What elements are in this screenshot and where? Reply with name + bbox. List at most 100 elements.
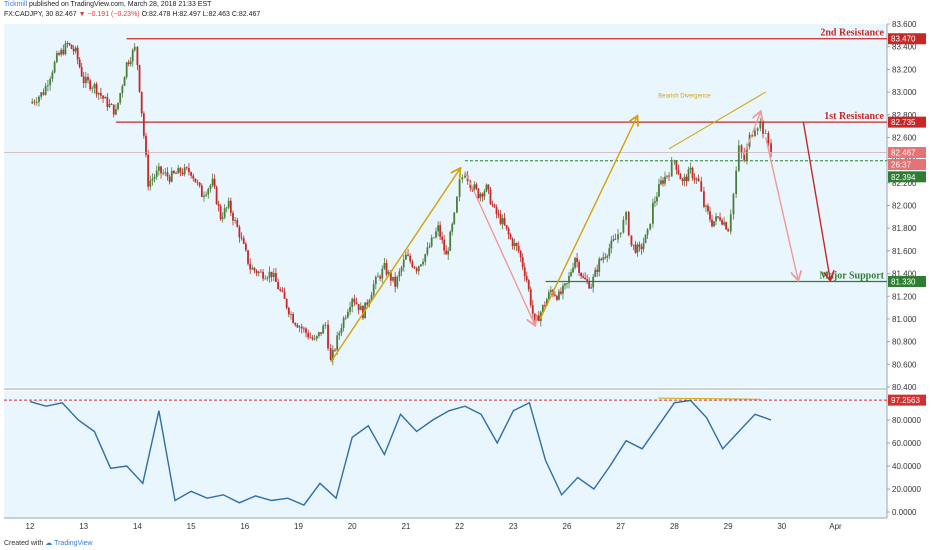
last-price-value: 82.467: [891, 149, 916, 158]
candle-body: [402, 259, 405, 268]
second-resistance-label: 2nd Resistance: [820, 28, 884, 39]
price-tick-label: 83.000: [892, 88, 917, 97]
candle-body: [614, 239, 617, 241]
first-resistance-label: 1st Resistance: [824, 111, 884, 122]
candle-body: [344, 317, 347, 319]
candle-body: [336, 335, 339, 350]
candle-body: [311, 337, 314, 340]
candle-body: [439, 225, 442, 237]
candle-body: [475, 184, 478, 189]
last-price-value-box: [888, 147, 926, 159]
candle-body: [192, 175, 195, 179]
candle-body: [481, 193, 484, 197]
candle-body: [511, 238, 514, 247]
second-resistance-value-box: [888, 33, 926, 45]
candle-body: [517, 246, 520, 251]
candle-body: [40, 92, 43, 97]
candle-body: [493, 204, 496, 207]
candle-body: [95, 83, 98, 95]
candle-body: [251, 267, 254, 270]
time-tick-label: 16: [240, 522, 249, 531]
candle-body: [727, 229, 729, 232]
candle-body: [370, 294, 373, 301]
candle-body: [566, 283, 568, 284]
candle-body: [164, 172, 167, 174]
candle-body: [417, 266, 420, 272]
candle-body: [666, 175, 668, 177]
candle-body: [570, 272, 572, 276]
time-tick-label: 29: [724, 522, 733, 531]
candle-body: [695, 178, 698, 180]
candle-body: [519, 250, 522, 258]
candle-body: [219, 206, 222, 220]
candle-body: [290, 314, 292, 315]
price-tick-label: 83.400: [892, 43, 917, 52]
candle-body: [362, 306, 364, 319]
candle-body: [697, 178, 700, 182]
candle-body: [315, 335, 318, 339]
candle-body: [129, 61, 132, 65]
price-tick-label: 82.600: [892, 133, 917, 142]
dashed-level-value: 82.394: [891, 173, 916, 182]
candle-body: [236, 220, 239, 228]
candle-body: [322, 325, 325, 334]
candle-body: [142, 113, 145, 136]
candle-body: [756, 128, 759, 131]
candle-body: [82, 76, 85, 84]
candle-body: [162, 173, 165, 174]
candle-body: [513, 243, 516, 247]
candle-body: [31, 101, 34, 104]
candle-body: [537, 315, 540, 322]
candle-body: [640, 246, 643, 250]
time-tick-label: 20: [348, 522, 357, 531]
candle-body: [119, 93, 122, 103]
candle-body: [238, 227, 241, 238]
candle-body: [719, 217, 721, 221]
candle-body: [110, 104, 113, 105]
candle-body: [568, 275, 570, 284]
price-tick-label: 83.200: [892, 65, 917, 74]
candle-body: [244, 243, 247, 251]
candle-body: [257, 271, 260, 274]
candle-body: [80, 67, 83, 77]
candle-body: [140, 91, 143, 114]
candle-body: [42, 92, 45, 95]
time-tick-label: 21: [401, 522, 410, 531]
candle-body: [709, 211, 711, 220]
candle-body: [584, 277, 587, 280]
candle-body: [683, 176, 686, 181]
candle-body: [277, 281, 279, 290]
candle-body: [451, 223, 454, 232]
candle-body: [205, 194, 208, 196]
candle-body: [527, 280, 530, 290]
candle-body: [253, 267, 256, 271]
candle-body: [123, 77, 126, 86]
candle-body: [764, 133, 767, 134]
candle-body: [160, 166, 162, 174]
candle-body: [196, 182, 199, 184]
author-name[interactable]: Tickmill: [4, 1, 28, 8]
candle-body: [60, 49, 63, 55]
candle-body: [309, 337, 312, 339]
candle-body: [190, 172, 192, 176]
candle-body: [194, 178, 197, 183]
candle-body: [240, 237, 243, 239]
candle-body: [715, 216, 717, 222]
candle-body: [497, 213, 500, 215]
candle-body: [713, 221, 715, 227]
candle-body: [582, 276, 585, 278]
candle-body: [580, 272, 582, 277]
candle-body: [600, 258, 603, 260]
candle-body: [177, 167, 180, 174]
candle-body: [70, 44, 73, 49]
candle-body: [300, 326, 303, 329]
tradingview-brand[interactable]: TradingView: [54, 540, 93, 547]
symbol-line: FX:CADJPY, 30 82.467 ▼ −0.191 (−0.23%) O…: [4, 11, 260, 18]
candle-body: [396, 276, 399, 287]
candle-body: [700, 181, 703, 192]
oscillator-divergence-line: [658, 397, 761, 400]
candle-body: [560, 291, 562, 294]
last-value: 82.467: [55, 11, 77, 18]
candle-body: [604, 257, 607, 259]
